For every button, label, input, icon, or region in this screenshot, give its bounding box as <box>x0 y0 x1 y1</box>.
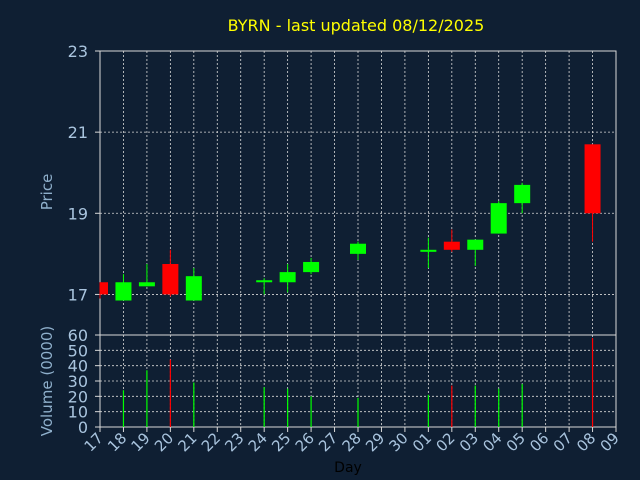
candle-body <box>100 282 108 295</box>
candle-body <box>115 282 132 301</box>
price-tick-label: 19 <box>68 204 88 223</box>
x-tick-label: 29 <box>362 429 388 455</box>
candle-body <box>162 264 179 295</box>
price-tick-label: 17 <box>68 285 88 304</box>
volume-tick-label: 40 <box>68 357 88 376</box>
x-tick-label: 19 <box>128 429 154 455</box>
volume-tick-label: 30 <box>68 372 88 391</box>
x-tick-label: 30 <box>386 429 412 455</box>
candle-body <box>584 144 601 214</box>
volume-axis-label: Volume (0000) <box>38 326 56 436</box>
x-tick-label: 04 <box>479 429 505 455</box>
x-tick-label: 05 <box>503 429 529 455</box>
x-tick-label: 27 <box>315 429 341 455</box>
x-tick-label: 06 <box>526 429 552 455</box>
x-tick-label: 21 <box>174 429 200 455</box>
x-tick-label: 23 <box>221 429 247 455</box>
x-axis-label: Day <box>334 460 362 476</box>
price-axis-label: Price <box>38 174 56 211</box>
x-tick-label: 09 <box>597 429 623 455</box>
volume-tick-label: 0 <box>78 418 88 437</box>
x-tick-label: 22 <box>198 429 224 455</box>
candle-body <box>514 184 531 204</box>
candle-body <box>490 203 507 234</box>
candle-body <box>303 261 320 273</box>
x-tick-label: 24 <box>245 429 271 455</box>
price-tick-label: 21 <box>68 123 88 142</box>
x-tick-label: 01 <box>409 429 435 455</box>
price-panel: 17 19 21 23 <box>68 42 617 336</box>
candle-body <box>350 243 366 254</box>
volume-tick-label: 20 <box>68 387 88 406</box>
x-tick-label: 18 <box>104 429 130 455</box>
chart-title: BYRN - last updated 08/12/2025 <box>228 16 485 35</box>
x-tick-label: 08 <box>573 429 599 455</box>
volume-panel: 0102030405060171819202122232425262728293… <box>68 326 623 455</box>
volume-tick-label: 10 <box>68 403 88 422</box>
candle-body <box>185 276 202 301</box>
candle-body <box>138 282 155 287</box>
x-tick-label: 07 <box>550 429 576 455</box>
x-tick-label: 28 <box>339 429 365 455</box>
x-tick-label: 02 <box>432 429 458 455</box>
volume-tick-label: 50 <box>68 341 88 360</box>
candle-body <box>256 280 273 283</box>
candle-body <box>443 241 460 250</box>
candle-body <box>279 272 296 283</box>
candle-body <box>420 249 437 252</box>
candle-body <box>467 239 484 250</box>
x-tick-label: 26 <box>292 429 318 455</box>
x-tick-label: 25 <box>268 429 294 455</box>
x-tick-label: 03 <box>456 429 482 455</box>
x-tick-label: 20 <box>151 429 177 455</box>
price-tick-label: 23 <box>68 42 88 61</box>
volume-tick-label: 60 <box>68 326 88 345</box>
